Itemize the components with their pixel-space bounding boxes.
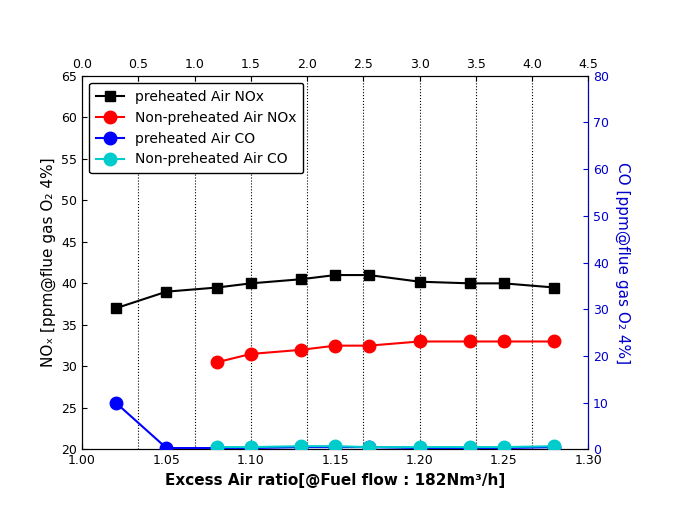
preheated Air NOx xyxy=(415,279,423,285)
Non-preheated Air NOx xyxy=(466,338,474,344)
Non-preheated Air CO xyxy=(365,444,373,450)
preheated Air CO xyxy=(213,445,221,451)
Y-axis label: NOₓ [ppm@flue gas O₂ 4%]: NOₓ [ppm@flue gas O₂ 4%] xyxy=(40,158,55,368)
preheated Air NOx xyxy=(331,272,339,278)
preheated Air CO xyxy=(247,445,255,451)
Non-preheated Air CO xyxy=(415,444,423,450)
Legend: preheated Air NOx, Non-preheated Air NOx, preheated Air CO, Non-preheated Air CO: preheated Air NOx, Non-preheated Air NOx… xyxy=(89,83,303,173)
Non-preheated Air NOx xyxy=(551,338,559,344)
Non-preheated Air CO xyxy=(298,443,306,449)
Non-preheated Air CO xyxy=(500,444,508,450)
preheated Air NOx xyxy=(162,289,170,295)
Non-preheated Air NOx xyxy=(415,338,423,344)
Non-preheated Air NOx xyxy=(331,342,339,348)
preheated Air CO xyxy=(365,444,373,450)
preheated Air CO xyxy=(415,445,423,451)
Line: preheated Air NOx: preheated Air NOx xyxy=(111,270,560,313)
preheated Air NOx xyxy=(365,272,373,278)
preheated Air NOx xyxy=(111,305,120,311)
Non-preheated Air CO xyxy=(247,444,255,450)
preheated Air CO xyxy=(298,444,306,450)
preheated Air NOx xyxy=(247,280,255,286)
preheated Air NOx xyxy=(466,280,474,286)
preheated Air NOx xyxy=(551,284,559,290)
Non-preheated Air NOx xyxy=(213,359,221,365)
Non-preheated Air NOx xyxy=(247,351,255,357)
Line: Non-preheated Air CO: Non-preheated Air CO xyxy=(211,440,561,453)
preheated Air CO xyxy=(162,445,170,451)
X-axis label: Excess Air ratio[@Fuel flow : 182Nm³/h]: Excess Air ratio[@Fuel flow : 182Nm³/h] xyxy=(165,473,505,488)
preheated Air NOx xyxy=(213,284,221,290)
Non-preheated Air NOx xyxy=(298,347,306,353)
preheated Air CO xyxy=(551,444,559,450)
preheated Air CO xyxy=(111,400,120,406)
Non-preheated Air CO xyxy=(331,443,339,449)
Line: preheated Air CO: preheated Air CO xyxy=(109,396,561,454)
Non-preheated Air CO xyxy=(466,444,474,450)
preheated Air CO xyxy=(331,444,339,450)
preheated Air CO xyxy=(500,445,508,451)
preheated Air NOx xyxy=(500,280,508,286)
preheated Air NOx xyxy=(298,276,306,282)
Non-preheated Air CO xyxy=(551,443,559,449)
Line: Non-preheated Air NOx: Non-preheated Air NOx xyxy=(211,335,561,369)
Non-preheated Air CO xyxy=(213,444,221,450)
Non-preheated Air NOx xyxy=(365,342,373,348)
Non-preheated Air NOx xyxy=(500,338,508,344)
preheated Air CO xyxy=(466,445,474,451)
Y-axis label: CO [ppm@flue gas O₂ 4%]: CO [ppm@flue gas O₂ 4%] xyxy=(615,162,630,364)
